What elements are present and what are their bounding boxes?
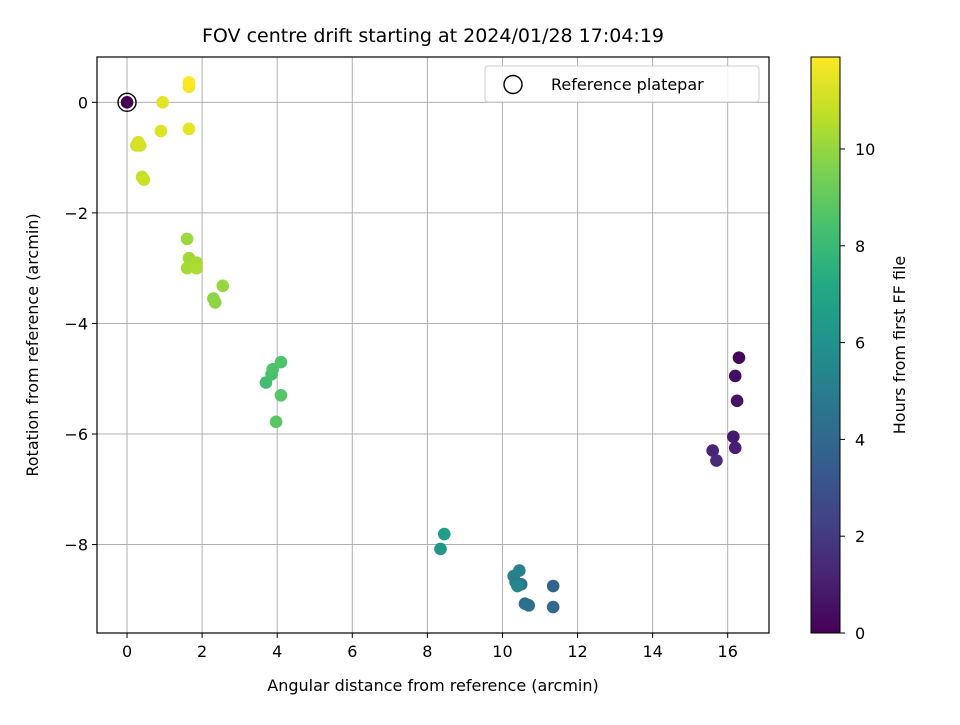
y-tick-label: −2 (64, 204, 88, 223)
colorbar: 0 2 4 6 8 10 Hours from first FF file (810, 56, 909, 643)
x-tick-label: 10 (492, 642, 512, 661)
y-axis-ticks: 0 −2 −4 −6 −8 (64, 93, 97, 555)
data-point (182, 76, 196, 89)
x-tick-label: 8 (422, 642, 432, 661)
data-point (154, 124, 168, 138)
grid (97, 57, 769, 633)
data-point (706, 444, 719, 457)
y-axis-label: Rotation from reference (arcmin) (23, 213, 42, 476)
data-points (117, 76, 746, 614)
data-point (728, 369, 742, 383)
data-point (522, 599, 536, 612)
plot-frame (96, 56, 770, 634)
x-tick-label: 12 (567, 642, 587, 661)
data-point (728, 441, 742, 455)
chart-title: FOV centre drift starting at 2024/01/28 … (202, 25, 664, 47)
colorbar-label: Hours from first FF file (890, 256, 909, 435)
data-point (216, 279, 230, 293)
data-point (182, 122, 196, 136)
legend-box (484, 65, 760, 103)
y-tick-label: −4 (64, 314, 88, 333)
y-tick-label: −8 (64, 536, 88, 555)
data-point (730, 394, 744, 408)
data-point (546, 600, 560, 614)
colorbar-tick-label: 8 (855, 237, 865, 256)
data-point (269, 415, 283, 429)
y-tick-label: −6 (64, 425, 88, 444)
x-axis-label: Angular distance from reference (arcmin) (267, 676, 598, 695)
data-point (180, 261, 194, 275)
x-tick-label: 2 (197, 642, 207, 661)
data-point (437, 527, 451, 541)
data-point (156, 96, 169, 109)
data-point (266, 363, 279, 376)
colorbar-tick-label: 6 (855, 334, 865, 353)
data-point (131, 135, 145, 149)
x-tick-label: 0 (122, 642, 132, 661)
data-point (180, 232, 194, 246)
x-tick-label: 16 (718, 642, 738, 661)
colorbar-frame (810, 56, 841, 634)
data-point (546, 579, 560, 593)
data-point (137, 173, 151, 187)
colorbar-tick-label: 2 (855, 527, 865, 546)
data-point (274, 355, 288, 369)
colorbar-tick-label: 10 (855, 140, 875, 159)
data-point (511, 579, 524, 593)
data-point (710, 454, 723, 467)
data-point (120, 96, 134, 109)
reference-marker (117, 92, 137, 113)
data-point (190, 261, 203, 275)
data-point (727, 430, 740, 444)
colorbar-gradient (811, 57, 840, 633)
data-point (434, 542, 447, 556)
x-tick-label: 14 (642, 642, 662, 661)
data-point (732, 351, 746, 365)
x-axis-ticks: 0 2 4 6 8 10 12 14 16 (122, 633, 738, 661)
data-point (513, 564, 526, 577)
data-point (208, 296, 222, 309)
colorbar-tick-label: 0 (855, 624, 865, 643)
legend-marker-icon (503, 74, 523, 95)
legend-label: Reference platepar (551, 75, 704, 94)
legend: Reference platepar (484, 65, 760, 103)
data-point (274, 389, 288, 402)
x-tick-label: 4 (272, 642, 282, 661)
colorbar-ticks: 0 2 4 6 8 10 (840, 140, 875, 643)
y-tick-label: 0 (78, 93, 88, 112)
colorbar-tick-label: 4 (855, 430, 865, 449)
x-tick-label: 6 (347, 642, 357, 661)
